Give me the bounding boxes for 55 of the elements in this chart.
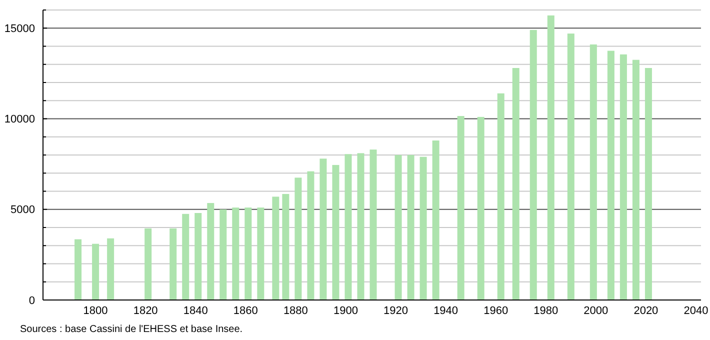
- bar: [220, 209, 227, 300]
- bar: [207, 203, 214, 300]
- x-tick-label: 2020: [634, 305, 658, 317]
- bar: [432, 140, 440, 300]
- bar: [282, 194, 290, 300]
- x-tick-label: 1840: [183, 305, 208, 317]
- x-tick-label: 1980: [534, 305, 558, 317]
- x-tick-label: 1900: [333, 305, 358, 317]
- x-tick-label: 1940: [434, 305, 458, 317]
- bar: [74, 239, 82, 300]
- bar: [332, 164, 340, 300]
- bar: [232, 208, 240, 300]
- bar: [477, 116, 484, 300]
- bar: [370, 150, 377, 300]
- bar: [620, 54, 627, 300]
- bar: [170, 228, 177, 300]
- x-tick-label: 1960: [484, 305, 508, 317]
- bar: [320, 158, 327, 300]
- bar: [407, 155, 414, 300]
- x-tick-label: 2040: [684, 305, 708, 317]
- bar: [357, 153, 364, 300]
- x-tick-label: 1800: [83, 305, 108, 317]
- bar: [607, 50, 614, 300]
- bar: [530, 30, 537, 300]
- x-tick-label: 1860: [233, 305, 258, 317]
- bar: [272, 196, 280, 300]
- bar: [257, 208, 264, 300]
- x-tick-label: 1820: [133, 305, 158, 317]
- y-tick-label: 0: [28, 294, 35, 307]
- bar: [547, 15, 554, 300]
- bar: [394, 155, 402, 300]
- bar: [567, 34, 574, 300]
- bar: [512, 68, 520, 300]
- bar: [457, 116, 464, 300]
- bar: [194, 213, 202, 300]
- bar: [590, 44, 597, 300]
- bar: [144, 228, 152, 300]
- y-tick-label: 15000: [4, 22, 35, 35]
- bar: [497, 93, 504, 300]
- bar: [420, 156, 427, 300]
- bar: [307, 171, 314, 300]
- bar: [182, 214, 190, 300]
- bar: [92, 244, 100, 300]
- bar: [644, 68, 652, 300]
- bar: [632, 60, 640, 300]
- bar: [344, 154, 352, 300]
- x-tick-label: 1880: [283, 305, 308, 317]
- x-tick-label: 2000: [584, 305, 608, 317]
- y-tick-label: 5000: [10, 204, 35, 216]
- source-note: Sources : base Cassini de l'EHESS et base Insee.: [20, 324, 243, 335]
- bar: [294, 178, 302, 300]
- bar: [244, 208, 252, 300]
- y-tick-label: 10000: [4, 114, 35, 126]
- bar: [107, 238, 114, 300]
- x-tick-label: 1920: [384, 305, 408, 317]
